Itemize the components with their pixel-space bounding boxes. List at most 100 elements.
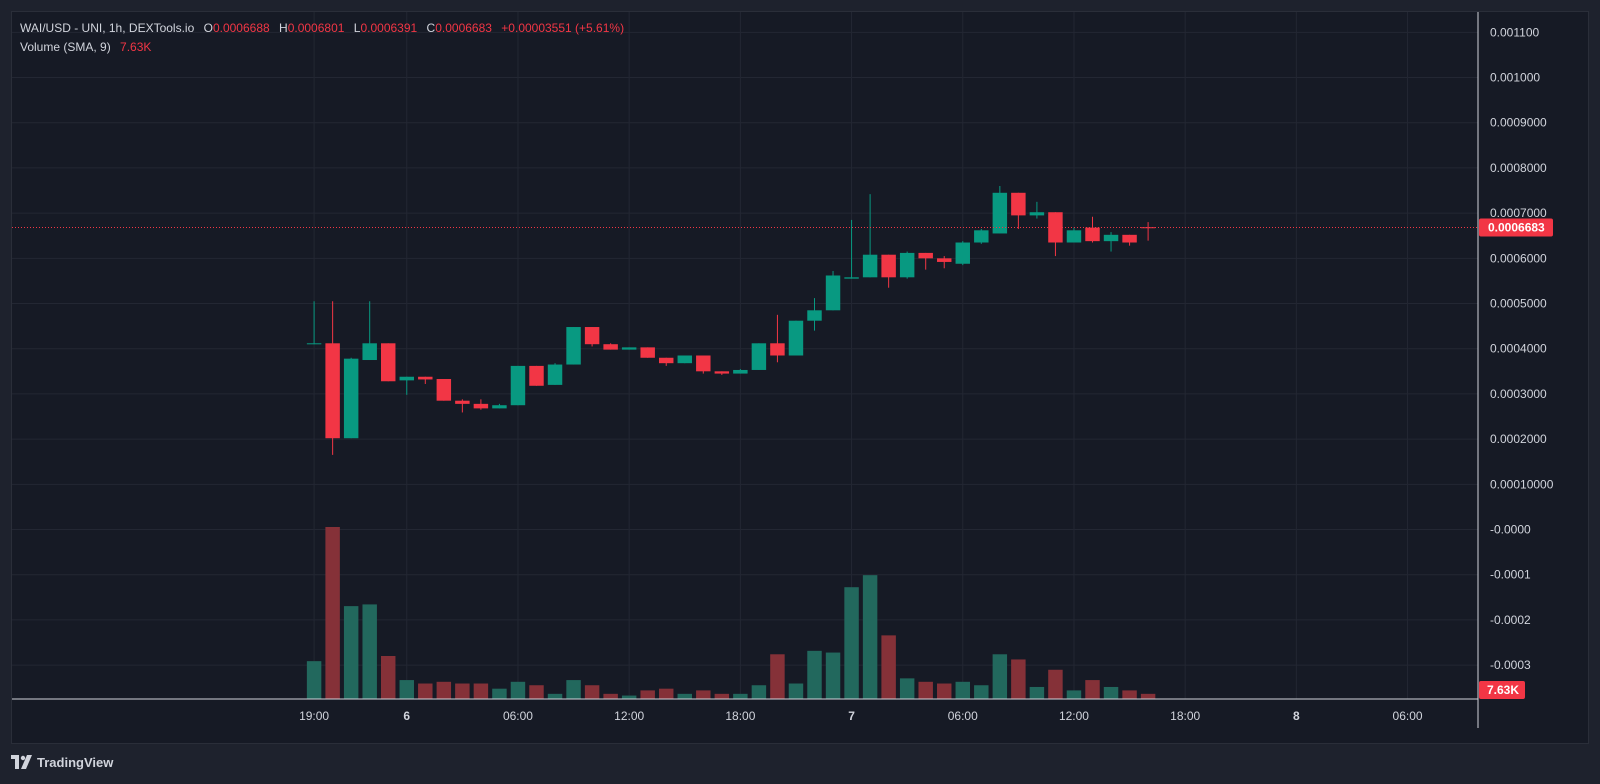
tradingview-logo[interactable]: TradingView — [11, 752, 113, 772]
volume-bar — [436, 681, 452, 699]
candle-body — [529, 365, 544, 386]
time-tick-label: 12:00 — [614, 709, 644, 723]
volume-bar — [714, 693, 730, 699]
time-tick-label: 8 — [1293, 709, 1300, 723]
volume-bar — [399, 680, 414, 699]
candle-body — [992, 192, 1008, 234]
candle-body — [306, 343, 322, 345]
candle-body — [937, 258, 952, 262]
candle-body — [547, 364, 563, 385]
volume-indicator-label[interactable]: Volume (SMA, 9) — [20, 40, 111, 54]
volume-bar — [492, 688, 507, 699]
candle-body — [1066, 230, 1082, 243]
candle-body — [510, 365, 526, 406]
price-tick-label: -0.0003 — [1490, 658, 1531, 672]
price-tick-label: -0.0001 — [1490, 568, 1531, 582]
candle-body — [1029, 212, 1045, 216]
candle-body — [955, 242, 970, 264]
volume-bar — [881, 635, 896, 699]
candle-body — [1085, 227, 1100, 242]
candle-body — [862, 254, 878, 278]
volume-bar — [566, 680, 581, 699]
candle-body — [899, 252, 915, 278]
volume-bar — [455, 683, 470, 699]
low-label: L — [353, 21, 361, 35]
volume-bar — [733, 693, 748, 699]
candle-body — [621, 347, 637, 350]
low-value: 0.0006391 — [360, 21, 418, 35]
volume-bar — [1066, 690, 1082, 699]
volume-bar — [418, 683, 433, 699]
candle-body — [659, 357, 674, 364]
time-tick-label: 18:00 — [1170, 709, 1200, 723]
close-label: C — [426, 21, 436, 35]
price-tick-label: 0.001000 — [1490, 71, 1540, 85]
volume-bar — [547, 693, 563, 699]
candle-body — [584, 327, 600, 345]
chart-frame[interactable] — [11, 11, 1589, 744]
last-price-label: 0.0006683 — [1488, 220, 1545, 234]
volume-bar — [751, 685, 767, 699]
volume-bar — [992, 654, 1008, 699]
volume-bar — [696, 690, 711, 699]
volume-bar — [510, 681, 526, 699]
volume-bar — [918, 681, 933, 699]
price-tick-label: 0.0007000 — [1490, 206, 1547, 220]
volume-bar — [844, 587, 859, 699]
volume-bar — [529, 685, 544, 699]
time-tick-label: 06:00 — [948, 709, 978, 723]
price-tick-label: 0.0008000 — [1490, 161, 1547, 175]
candle-body — [640, 347, 655, 358]
candle-body — [770, 343, 785, 356]
candle-body — [677, 355, 692, 364]
high-value: 0.0006801 — [287, 21, 345, 35]
candle-body — [399, 376, 414, 381]
candle-body — [343, 358, 359, 439]
price-tick-label: 0.0003000 — [1490, 387, 1547, 401]
candle-body — [381, 343, 396, 382]
candle-body — [714, 371, 730, 374]
price-tick-label: 0.0004000 — [1490, 342, 1547, 356]
volume-bar — [659, 688, 674, 699]
candle-body — [418, 376, 433, 380]
price-tick-label: 0.0009000 — [1490, 116, 1547, 130]
candle-body — [733, 369, 748, 374]
volume-bar — [603, 693, 618, 699]
time-tick-label: 7 — [848, 709, 855, 723]
volume-indicator-value: 7.63K — [120, 40, 152, 54]
tradingview-logo-icon — [11, 755, 32, 769]
time-tick-label: 06:00 — [503, 709, 533, 723]
candle-body — [473, 403, 489, 409]
symbol-label[interactable]: WAI/USD - UNI, 1h, DEXTools.io — [20, 21, 195, 35]
price-tick-label: 0.0005000 — [1490, 297, 1547, 311]
volume-bar — [381, 656, 396, 699]
candle-body — [362, 343, 377, 361]
candle-body — [603, 344, 618, 350]
volume-bar — [862, 575, 878, 699]
volume-bar — [899, 678, 915, 699]
candle-body — [1103, 234, 1119, 242]
price-tick-label: 0.00010000 — [1490, 477, 1554, 491]
volume-bar — [1048, 669, 1063, 699]
volume-bar — [955, 681, 970, 699]
volume-legend: Volume (SMA, 9) 7.63K — [20, 39, 151, 55]
price-tick-label: 0.0006000 — [1490, 251, 1547, 265]
candle-body — [788, 320, 804, 356]
candle-body — [436, 379, 452, 401]
volume-bar — [825, 652, 841, 699]
volume-bar — [677, 693, 692, 699]
volume-bar — [1085, 680, 1100, 699]
candle-body — [881, 254, 896, 278]
volume-badge — [1479, 681, 1525, 699]
volume-bar — [640, 690, 655, 699]
change-value: +0.00003551 (+5.61%) — [501, 21, 625, 35]
candle-body — [807, 310, 822, 321]
price-tick-label: -0.0000 — [1490, 523, 1531, 537]
volume-bar — [1029, 686, 1045, 699]
candle-body — [918, 252, 933, 259]
candle-body — [696, 355, 711, 372]
candle-body — [1122, 234, 1137, 243]
volume-bar — [584, 685, 600, 699]
time-tick-label: 12:00 — [1059, 709, 1089, 723]
